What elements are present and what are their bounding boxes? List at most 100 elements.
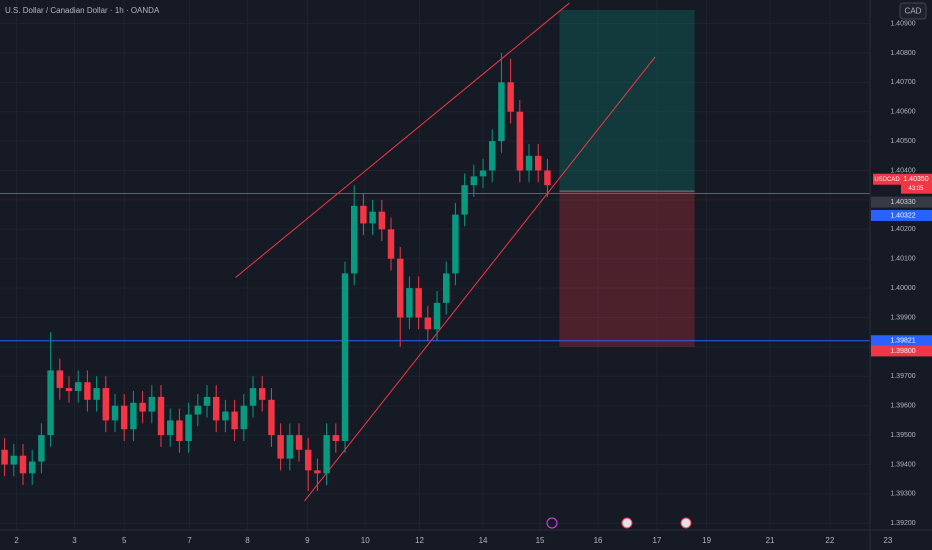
plot-area xyxy=(0,2,870,502)
stop-tag: 1.39800 xyxy=(890,348,915,355)
last-price-bg xyxy=(901,173,932,194)
candle-body xyxy=(360,205,367,224)
x-tick-label: 12 xyxy=(415,536,424,545)
trendline xyxy=(304,56,656,502)
candle-body xyxy=(47,370,54,436)
candle-body xyxy=(369,211,376,224)
stop-tag-bg xyxy=(871,345,932,357)
candle-body xyxy=(442,273,450,303)
candle-body xyxy=(323,435,330,474)
candle-body xyxy=(1,449,8,465)
candle-body xyxy=(120,405,128,430)
x-tick-label: 15 xyxy=(536,536,545,545)
candle-body xyxy=(304,449,312,471)
hline-tag: 1.40322 xyxy=(890,212,915,219)
last-price: 1.40350 xyxy=(903,176,928,183)
candle-body xyxy=(139,402,146,412)
y-tick-label: 1.40000 xyxy=(890,285,915,292)
entry-tag: 1.40330 xyxy=(890,199,915,206)
event-icon[interactable] xyxy=(546,517,558,529)
candle-body xyxy=(102,388,110,421)
candle-body xyxy=(111,405,119,421)
event-icon[interactable] xyxy=(621,517,633,529)
candle-body xyxy=(406,288,413,318)
candle-body xyxy=(93,388,100,400)
candle-body xyxy=(286,435,294,459)
trendline xyxy=(235,2,570,278)
x-tick-label: 21 xyxy=(766,536,775,545)
candle-body xyxy=(56,370,64,389)
candle-body xyxy=(203,396,211,406)
candle-body xyxy=(295,435,303,450)
x-tick-label: 10 xyxy=(361,536,370,545)
candle-body xyxy=(84,382,91,400)
symbol-tag-bg xyxy=(873,173,901,185)
candle-body xyxy=(258,388,266,400)
symbol-tag: USDCAD xyxy=(874,177,900,183)
axes: 1.40900 1.40800 1.40700 1.40600 1.40500 1.404… xyxy=(14,20,932,545)
y-tick-label: 1.39200 xyxy=(890,520,915,527)
candle-body xyxy=(157,396,165,436)
candle-body xyxy=(212,396,220,421)
event-icons xyxy=(546,517,692,529)
candle-body xyxy=(396,258,404,318)
y-tick-label: 1.40600 xyxy=(890,109,915,116)
candle-body xyxy=(28,461,36,474)
candle-body xyxy=(268,399,275,436)
candle-body xyxy=(277,435,284,459)
candle-body xyxy=(249,388,257,406)
y-tick-label: 1.40800 xyxy=(890,50,915,57)
candle-body xyxy=(424,317,432,330)
y-tick-label: 1.39400 xyxy=(890,461,915,468)
x-tick-label: 23 xyxy=(883,536,892,545)
candle-body xyxy=(350,205,358,274)
candle-body xyxy=(194,405,202,415)
hline-tag-bg xyxy=(871,209,932,221)
candle-body xyxy=(74,382,82,392)
candle-body xyxy=(507,82,514,112)
x-tick-label: 16 xyxy=(594,536,603,545)
candle-body xyxy=(65,388,73,392)
hline-tag: 1.39821 xyxy=(890,338,915,345)
candle-body xyxy=(535,155,542,171)
y-tick-label: 1.40500 xyxy=(890,138,915,145)
currency-button[interactable] xyxy=(899,2,927,20)
hline-tag-bg xyxy=(871,335,932,347)
event-icon[interactable] xyxy=(680,517,692,529)
x-tick-label: 8 xyxy=(245,536,250,545)
y-tick-label: 1.40700 xyxy=(890,79,915,86)
y-tick-label: 1.39500 xyxy=(890,432,915,439)
candle-body xyxy=(461,185,468,215)
chart-title: U.S. Dollar / Canadian Dollar · 1h · OAN… xyxy=(5,6,160,15)
x-tick-label: 5 xyxy=(122,536,127,545)
candle-body xyxy=(231,411,238,430)
y-tick-label: 1.39600 xyxy=(890,403,915,410)
candle-body xyxy=(130,402,137,430)
take-profit-zone xyxy=(559,9,695,192)
candle-body xyxy=(166,420,174,436)
x-tick-label: 22 xyxy=(825,536,834,545)
currency-label[interactable]: CAD xyxy=(905,7,922,16)
candle-body xyxy=(222,411,229,421)
y-tick-label: 1.40100 xyxy=(890,256,915,263)
candle-body xyxy=(452,214,459,274)
x-tick-label: 9 xyxy=(305,536,310,545)
y-tick-label: 1.40400 xyxy=(890,167,915,174)
y-tick-label: 1.39700 xyxy=(890,373,915,380)
candle-body xyxy=(314,470,321,474)
candle-body xyxy=(544,170,551,186)
candle-body xyxy=(498,82,505,142)
candle-body xyxy=(525,155,533,171)
y-tick-label: 1.40200 xyxy=(890,226,915,233)
stop-loss-zone xyxy=(559,191,695,347)
candle-body xyxy=(148,396,156,412)
x-tick-label: 19 xyxy=(702,536,711,545)
countdown: 43:05 xyxy=(908,186,924,192)
x-tick-label: 14 xyxy=(479,536,488,545)
y-tick-label: 1.39900 xyxy=(890,314,915,321)
entry-tag-bg xyxy=(871,196,932,208)
candle-body xyxy=(387,229,395,259)
